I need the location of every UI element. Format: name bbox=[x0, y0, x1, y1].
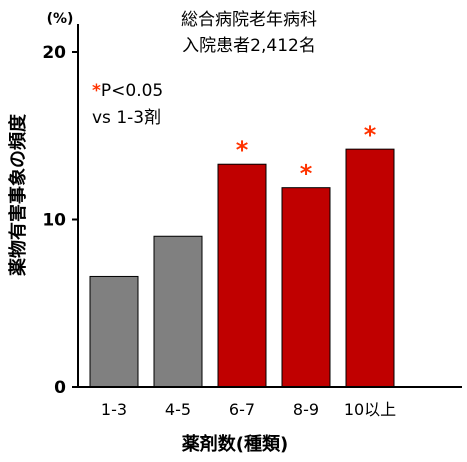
legend-line-1: *P<0.05 bbox=[92, 81, 163, 101]
x-tick-label-4: 8-9 bbox=[293, 400, 319, 419]
bar-5 bbox=[345, 148, 395, 388]
significance-marks: * * * bbox=[236, 121, 377, 188]
x-tick-label-5: 10以上 bbox=[344, 400, 396, 419]
chart-subtitle: 入院患者2,412名 bbox=[182, 36, 316, 56]
y-ticks: 0 10 20 bbox=[42, 43, 78, 398]
y-axis-label: 薬物有害事象の頻度 bbox=[7, 113, 29, 276]
legend-asterisk: * bbox=[92, 81, 101, 101]
y-axis-unit: (%) bbox=[47, 11, 74, 27]
x-tick-label-2: 4-5 bbox=[165, 400, 191, 419]
legend-pvalue: P<0.05 bbox=[101, 81, 163, 101]
legend-line-2: vs 1-3剤 bbox=[92, 108, 161, 128]
bar-3 bbox=[217, 163, 267, 388]
x-tick-label-1: 1-3 bbox=[101, 400, 127, 419]
x-axis-label: 薬剤数(種類) bbox=[182, 433, 288, 455]
x-ticks: 1-3 4-5 6-7 8-9 10以上 bbox=[101, 400, 396, 419]
y-tick-label-3: 20 bbox=[42, 43, 66, 63]
legend: *P<0.05 vs 1-3剤 bbox=[92, 81, 163, 128]
bar-4 bbox=[281, 187, 331, 388]
significance-mark-4: * bbox=[300, 160, 313, 188]
chart-header: 総合病院老年病科 入院患者2,412名 bbox=[181, 10, 317, 56]
x-tick-label-3: 6-7 bbox=[229, 400, 255, 419]
chart-title: 総合病院老年病科 bbox=[181, 10, 317, 30]
y-tick-label-1: 0 bbox=[54, 378, 66, 398]
significance-mark-5: * bbox=[364, 121, 377, 149]
bar-1 bbox=[89, 275, 139, 388]
bar-2 bbox=[153, 235, 203, 388]
significance-mark-3: * bbox=[236, 136, 249, 164]
bars bbox=[89, 148, 395, 388]
y-tick-label-2: 10 bbox=[42, 211, 66, 231]
